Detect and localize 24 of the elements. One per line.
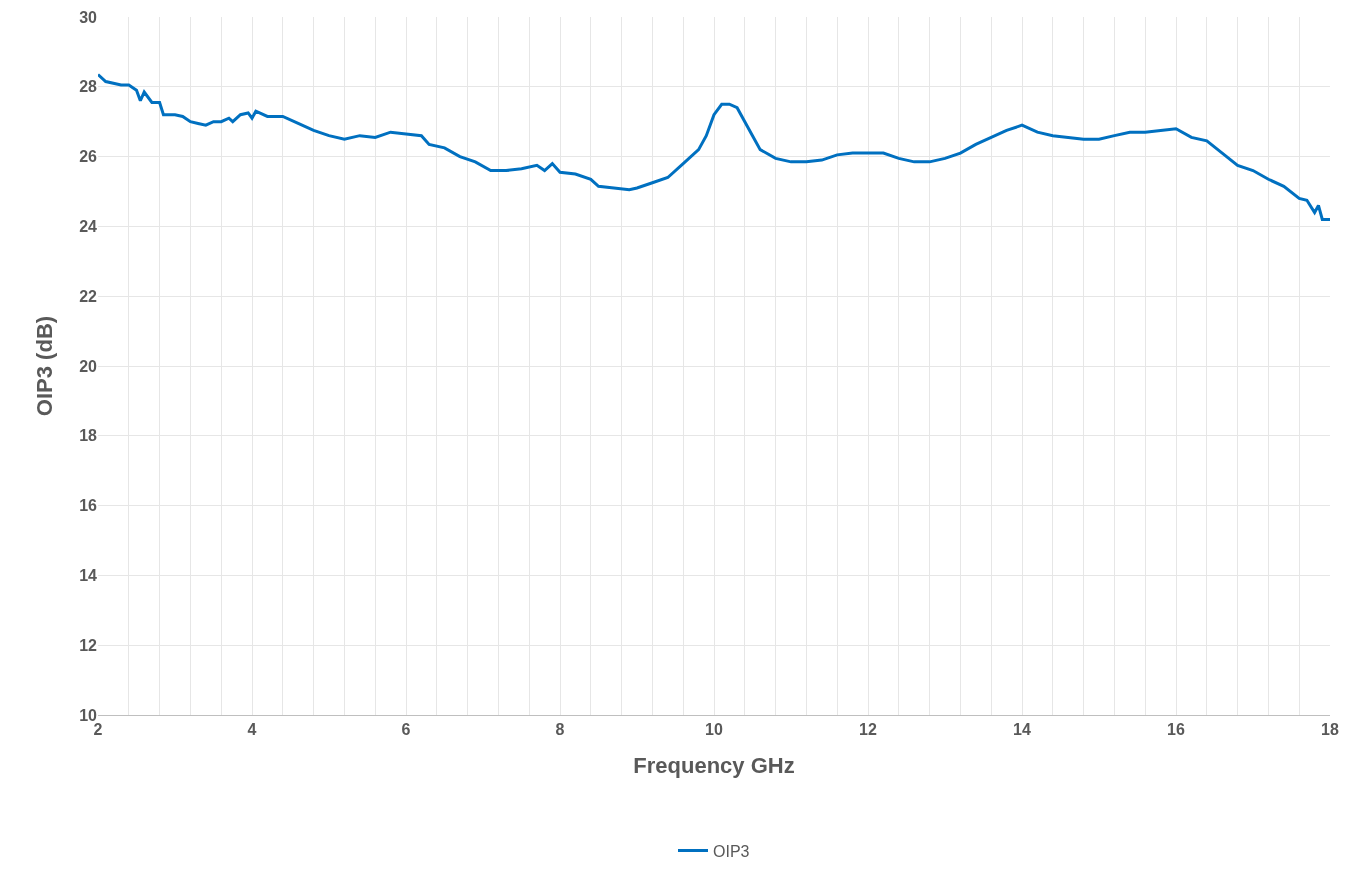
y-tick-label: 12 — [79, 636, 98, 654]
y-tick-label: 26 — [79, 148, 98, 166]
x-tick-label: 2 — [93, 721, 103, 739]
x-tick-label: 10 — [705, 721, 723, 739]
y-tick-label: 30 — [79, 8, 98, 26]
y-tick-label: 24 — [79, 218, 98, 235]
line-series — [98, 73, 1330, 221]
y-tick-label: 28 — [79, 78, 98, 96]
x-tick-label: 4 — [247, 721, 257, 739]
y-tick-label: 22 — [79, 287, 98, 305]
x-tick-label: 18 — [1321, 721, 1339, 739]
x-tick-label: 14 — [1013, 721, 1031, 739]
x-tick-label: 12 — [859, 721, 877, 739]
x-tick-label: 16 — [1167, 721, 1185, 739]
x-tick-label: 8 — [555, 721, 565, 739]
y-tick-label: 20 — [79, 357, 98, 375]
legend-label: OIP3 — [713, 842, 750, 860]
y-tick-label: 18 — [79, 427, 98, 445]
y-tick-label: 10 — [79, 706, 98, 724]
y-tick-label: 14 — [79, 567, 98, 584]
x-tick-label: 6 — [401, 721, 411, 739]
y-axis-title: OIP3 (dB) — [32, 315, 57, 417]
x-axis-title: Frequency GHz — [633, 753, 795, 779]
y-tick-label: 16 — [79, 497, 98, 515]
